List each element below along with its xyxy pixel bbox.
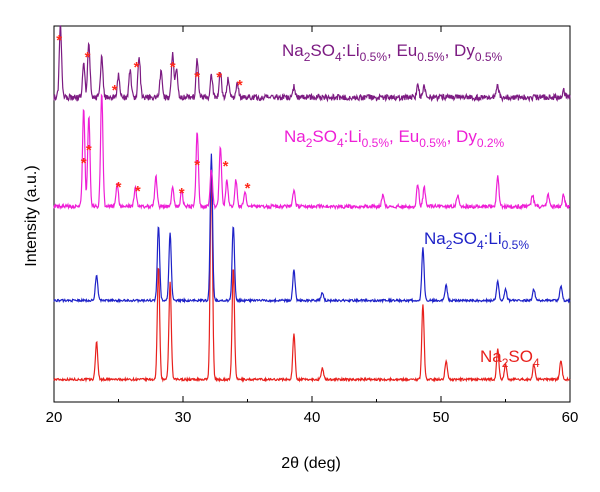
series-label-3: Na2SO4:Li0.5%, Eu0.5%, Dy0.2% (284, 127, 505, 150)
label-subscript: 4 (477, 238, 484, 252)
peak-marker: * (56, 32, 62, 49)
annotation-layer: *** * ** ****** ** * * (56, 32, 250, 202)
peak-marker: * (170, 59, 176, 76)
y-axis-title: Intensity (a.u.) (23, 165, 40, 266)
label-text: Na (284, 127, 306, 146)
label-subscript: 2 (502, 356, 509, 370)
label-text: , Eu (389, 127, 419, 146)
peak-marker: * (223, 158, 229, 175)
x-tick-label: 40 (304, 409, 321, 426)
label-text: Na (424, 229, 446, 248)
axis-layer: 20 30 40 50 60 (46, 26, 579, 426)
series-line-4 (53, 25, 571, 103)
label-subscript: 4 (337, 136, 344, 150)
peak-marker: * (135, 183, 141, 200)
peak-marker: * (194, 157, 200, 174)
label-text: SO (452, 229, 477, 248)
peak-marker: * (179, 185, 185, 202)
peak-marker: * (112, 82, 118, 99)
x-axis-title: 2θ (deg) (281, 455, 341, 472)
x-tick-label: 30 (175, 409, 192, 426)
label-subscript: 0.5% (475, 50, 503, 64)
x-tick-label: 20 (46, 409, 63, 426)
series-line-2 (53, 153, 571, 304)
x-tick-label: 50 (433, 409, 450, 426)
label-subscript: 0.5% (419, 136, 447, 150)
peak-marker: * (216, 69, 222, 86)
label-subscript: 0.5% (502, 238, 530, 252)
label-text: Na (480, 347, 502, 366)
label-subscript: 4 (335, 50, 342, 64)
label-text: :Li (484, 229, 502, 248)
series-label-4: Na2SO4:Li0.5%, Eu0.5%, Dy0.5% (282, 41, 503, 64)
label-subscript: 0.5% (417, 50, 445, 64)
peak-marker: * (81, 155, 87, 172)
series-line-3 (53, 93, 571, 211)
label-subscript: 0.5% (360, 50, 388, 64)
label-text: SO (508, 347, 533, 366)
label-text: :Li (344, 127, 362, 146)
label-text: SO (312, 127, 337, 146)
peak-marker: * (86, 142, 92, 159)
label-text: , Dy (445, 41, 476, 60)
label-text: , Dy (447, 127, 478, 146)
peak-marker: * (237, 77, 243, 94)
series-label-2: Na2SO4:Li0.5% (424, 229, 529, 252)
peak-marker: * (194, 69, 200, 86)
label-text: Na (282, 41, 304, 60)
label-subscript: 0.5% (362, 136, 390, 150)
label-text: :Li (342, 41, 360, 60)
series-layer (53, 25, 571, 383)
label-text: , Eu (387, 41, 417, 60)
series-label-1: Na2SO4 (480, 347, 540, 370)
peak-marker: * (85, 49, 91, 66)
label-subscript: 4 (533, 356, 540, 370)
x-tick-label: 60 (562, 409, 579, 426)
label-subscript: 0.2% (477, 136, 505, 150)
label-subscript: 2 (446, 238, 453, 252)
series-line-1 (53, 169, 571, 383)
peak-marker: * (245, 180, 251, 197)
peak-marker: * (116, 179, 122, 196)
label-subscript: 2 (304, 50, 311, 64)
label-subscript: 2 (306, 136, 313, 150)
label-text: SO (310, 41, 335, 60)
peak-marker: * (134, 59, 140, 76)
